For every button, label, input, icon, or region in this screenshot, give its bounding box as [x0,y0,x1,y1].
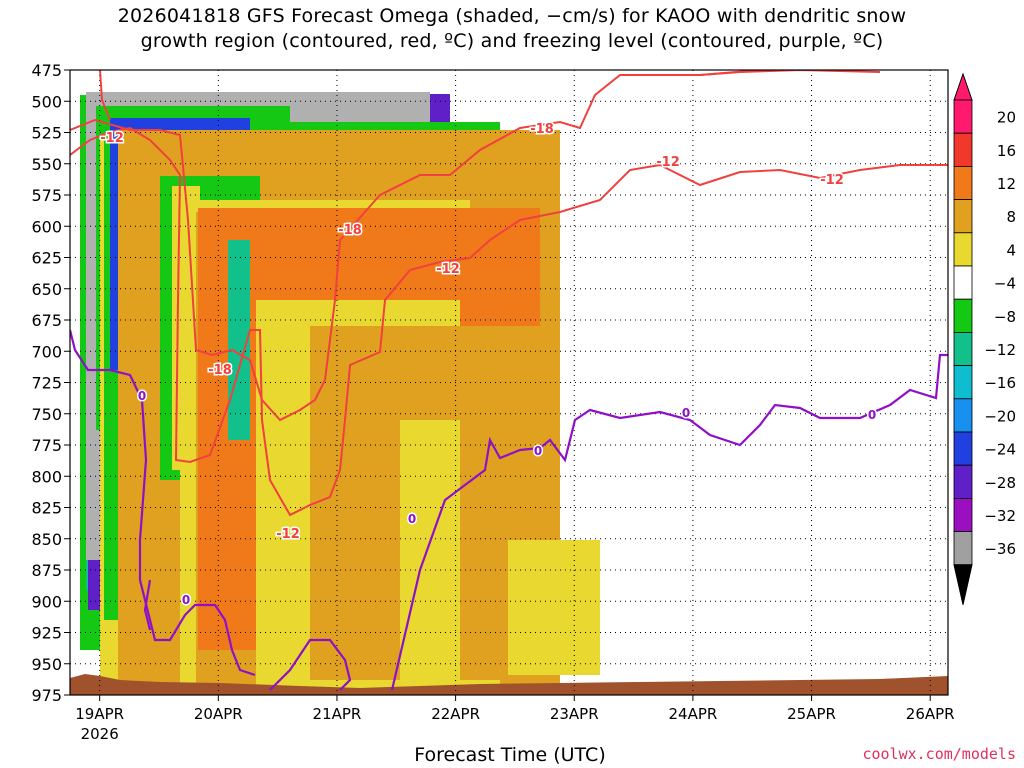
x-year-label: 2026 [81,725,119,743]
x-tick-label: 20APR [194,705,243,723]
dgz-contour-line [70,70,761,422]
y-tick-label: 625 [31,249,62,268]
omega-shading [80,92,600,690]
y-tick-label: 500 [31,92,62,111]
colorbar-swatch [953,365,973,400]
x-tick-label: 24APR [668,705,717,723]
colorbar-tick-label: 16 [997,142,1016,160]
freezing-contour-label: 0 [868,408,876,422]
freezing-contour-label: 0 [408,512,416,526]
freezing-contour-label: 0 [138,389,146,403]
x-tick-label: 19APR [75,705,124,723]
freezing-level-contours [70,329,948,691]
y-tick-label: 700 [31,342,62,361]
freezing-contour-line [70,329,256,677]
ground-terrain [70,674,948,695]
dgz-contour-label: -12 [276,527,300,542]
colorbar-tick-label: −32 [984,507,1016,525]
colorbar-tick-label: 8 [1006,208,1016,226]
credit-link[interactable]: coolwx.com/models [862,745,1016,763]
y-tick-label: 675 [31,311,62,330]
colorbar-tick-label: 4 [1006,241,1016,259]
colorbar-swatch [953,265,973,300]
colorbar-tick-label: −24 [984,441,1016,459]
colorbar-swatch [953,199,973,234]
y-axis: 475 500 525 550 575 600 625 650 675 700 725 750 775 8… [31,61,70,705]
dgz-contour-line [70,126,948,517]
y-tick-label: 750 [31,405,62,424]
colorbar-tick-label: −8 [994,308,1016,326]
y-tick-label: 775 [31,436,62,455]
dgz-contour-label: -12 [656,155,680,170]
y-tick-label: 800 [31,467,62,486]
colorbar-swatch [953,531,973,566]
colorbar-swatch [953,331,973,366]
freezing-contour-line [390,353,948,691]
colorbar: 20 16 12 8 4 −4 −8 −12 −16 −20 −24 −28 −32 −36 [953,72,1016,605]
x-axis: 19APR 20APR 21APR 22APR 23APR 24APR 25APR 26APR… [75,695,955,743]
dgz-contour-label: -18 [338,223,362,238]
dgz-contour-label: -12 [100,131,124,146]
grid-lines [70,69,948,696]
colorbar-tick-label: −36 [984,540,1016,558]
colorbar-swatch [953,497,973,532]
x-axis-title: Forecast Time (UTC) [414,744,606,766]
colorbar-tick-label: 12 [997,175,1016,193]
colorbar-tick-label: 20 [997,109,1016,127]
colorbar-swatch [953,99,973,134]
colorbar-top-arrow [953,72,973,101]
y-tick-label: 575 [31,186,62,205]
freezing-contour-label: 0 [682,406,690,420]
colorbar-swatch [953,165,973,200]
y-tick-label: 975 [31,686,62,705]
x-tick-label: 26APR [906,705,955,723]
y-tick-label: 825 [31,499,62,518]
dgz-contour-label: -18 [530,122,554,137]
x-tick-label: 21APR [313,705,362,723]
y-tick-label: 950 [31,655,62,674]
y-tick-label: 600 [31,217,62,236]
colorbar-tick-label: −28 [984,474,1016,492]
colorbar-bottom-arrow [953,564,973,605]
y-tick-label: 525 [31,124,62,143]
omega-cell [508,540,600,675]
contour-labels: -12 -18 -18 -12 -18 -12 -12 -12 0 0 0 0 0 0 [99,121,878,609]
y-tick-label: 650 [31,280,62,299]
x-tick-label: 25APR [787,705,836,723]
colorbar-tick-label: −12 [984,341,1016,359]
colorbar-swatch [953,298,973,333]
chart-title: 2026041818 GFS Forecast Omega (shaded, −… [0,4,1024,54]
y-tick-label: 900 [31,592,62,611]
colorbar-swatch [953,232,973,267]
dgz-contours [70,70,948,517]
colorbar-swatch [953,431,973,466]
x-tick-label: 22APR [431,705,480,723]
colorbar-tick-label: −4 [994,275,1016,293]
dgz-contour-label: -12 [820,173,844,188]
y-tick-label: 550 [31,155,62,174]
title-line-2: growth region (contoured, red, ºC) and f… [140,30,884,52]
title-line-1: 2026041818 GFS Forecast Omega (shaded, −… [117,5,907,27]
y-tick-label: 875 [31,561,62,580]
dgz-contour-label: -18 [208,363,232,378]
freezing-contour-line [143,579,152,631]
freezing-contour-label: 0 [182,593,190,607]
dgz-contour-line [699,70,881,76]
colorbar-swatch [953,132,973,167]
colorbar-tick-label: −20 [984,407,1016,425]
dgz-contour-label: -12 [436,262,460,277]
y-tick-label: 725 [31,374,62,393]
colorbar-swatch [953,464,973,499]
y-tick-label: 850 [31,530,62,549]
freezing-contour-label: 0 [534,444,542,458]
colorbar-tick-label: −16 [984,374,1016,392]
freezing-contour-line [269,638,352,691]
y-tick-label: 475 [31,61,62,80]
colorbar-swatch [953,398,973,433]
dgz-contour-line [99,70,111,121]
x-tick-label: 23APR [550,705,599,723]
y-tick-label: 925 [31,624,62,643]
omega-cell [400,420,460,690]
